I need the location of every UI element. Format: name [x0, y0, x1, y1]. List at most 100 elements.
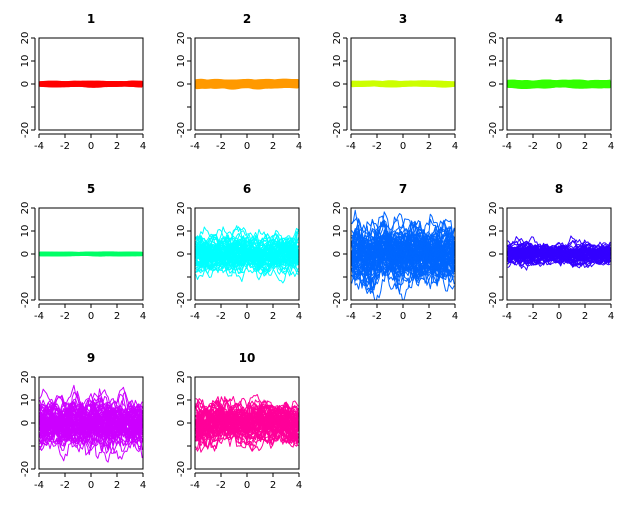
x-tick-label: 4: [296, 141, 302, 152]
series-line: [39, 252, 143, 256]
y-tick-label: -20: [20, 292, 31, 308]
y-tick-label: -20: [332, 292, 343, 308]
x-tick-label: 2: [114, 480, 120, 491]
x-tick-label: 2: [114, 311, 120, 322]
y-tick-label: -20: [488, 292, 499, 308]
y-tick-label: -20: [488, 122, 499, 138]
y-tick-label: 0: [488, 251, 499, 257]
x-tick-label: -4: [502, 141, 512, 152]
panel-title: 4: [555, 12, 563, 26]
x-tick-label: 4: [296, 311, 302, 322]
series-line: [507, 240, 611, 265]
series-line: [39, 399, 143, 449]
series-line: [351, 235, 455, 275]
x-tick-label: 4: [140, 480, 146, 491]
x-tick-label: -2: [372, 311, 382, 322]
x-tick-label: 4: [608, 141, 614, 152]
series-line: [39, 405, 143, 439]
y-tick-label: 20: [176, 202, 187, 215]
plot-frame: [194, 37, 300, 131]
x-tick-label: 2: [426, 141, 432, 152]
panel-title: 5: [87, 182, 95, 196]
series-curves: [507, 235, 611, 271]
series-line: [507, 245, 611, 263]
y-tick-label: 10: [176, 55, 187, 68]
y-tick-label: 0: [332, 251, 343, 257]
y-tick-label: -20: [176, 292, 187, 308]
series-line: [351, 231, 455, 282]
y-tick-label: 0: [176, 81, 187, 87]
x-tick-label: 0: [244, 311, 250, 322]
x-tick-label: -4: [190, 141, 200, 152]
series-line: [39, 81, 143, 87]
series-curves: [39, 384, 143, 463]
series-line: [195, 404, 299, 437]
x-tick-label: -4: [502, 311, 512, 322]
x-tick-label: 2: [582, 141, 588, 152]
plot-frame: [506, 37, 612, 131]
series-line: [351, 240, 455, 265]
x-tick-label: 0: [556, 141, 562, 152]
panel-title: 7: [399, 182, 407, 196]
series-line: [195, 407, 299, 441]
plot-frame: [38, 37, 144, 131]
y-tick-label: -20: [176, 461, 187, 477]
series-line: [39, 411, 143, 436]
y-tick-label: 20: [20, 371, 31, 384]
x-tick-label: 4: [452, 141, 458, 152]
series-line: [351, 241, 455, 273]
x-tick-label: 4: [608, 311, 614, 322]
y-tick-label: -20: [20, 122, 31, 138]
panel-title: 1: [87, 12, 95, 26]
series-curves: [351, 209, 455, 300]
series-line: [351, 222, 455, 294]
y-tick-label: 20: [488, 32, 499, 45]
y-tick-label: -20: [332, 122, 343, 138]
y-tick-label: 10: [176, 225, 187, 238]
x-tick-label: -2: [60, 141, 70, 152]
x-tick-label: -2: [372, 141, 382, 152]
series-line: [351, 232, 455, 272]
series-line: [351, 81, 455, 87]
y-tick-label: 20: [176, 371, 187, 384]
x-tick-label: 0: [88, 480, 94, 491]
y-tick-label: 0: [488, 81, 499, 87]
y-tick-label: 0: [332, 81, 343, 87]
x-tick-label: -2: [216, 141, 226, 152]
plot-frame: [38, 376, 144, 470]
panel-title: 3: [399, 12, 407, 26]
series-line: [39, 386, 143, 448]
y-tick-label: 10: [176, 394, 187, 407]
y-tick-label: -20: [20, 461, 31, 477]
x-tick-label: 2: [426, 311, 432, 322]
x-tick-label: 0: [244, 480, 250, 491]
y-tick-label: 10: [20, 55, 31, 68]
x-tick-label: 0: [400, 141, 406, 152]
series-line: [195, 236, 299, 277]
y-tick-label: 10: [488, 225, 499, 238]
y-tick-label: 20: [488, 202, 499, 215]
series-line: [195, 415, 299, 431]
series-line: [195, 240, 299, 267]
series-curves: [195, 78, 299, 90]
series-line: [195, 396, 299, 447]
x-tick-label: -2: [60, 311, 70, 322]
x-tick-label: -2: [216, 311, 226, 322]
x-tick-label: 0: [556, 311, 562, 322]
series-line: [507, 81, 611, 87]
x-tick-label: 2: [582, 311, 588, 322]
y-tick-label: 0: [20, 251, 31, 257]
x-tick-label: 0: [88, 311, 94, 322]
series-line: [351, 230, 455, 284]
series-curves: [195, 225, 299, 284]
plot-frame: [506, 207, 612, 301]
series-line: [195, 235, 299, 267]
